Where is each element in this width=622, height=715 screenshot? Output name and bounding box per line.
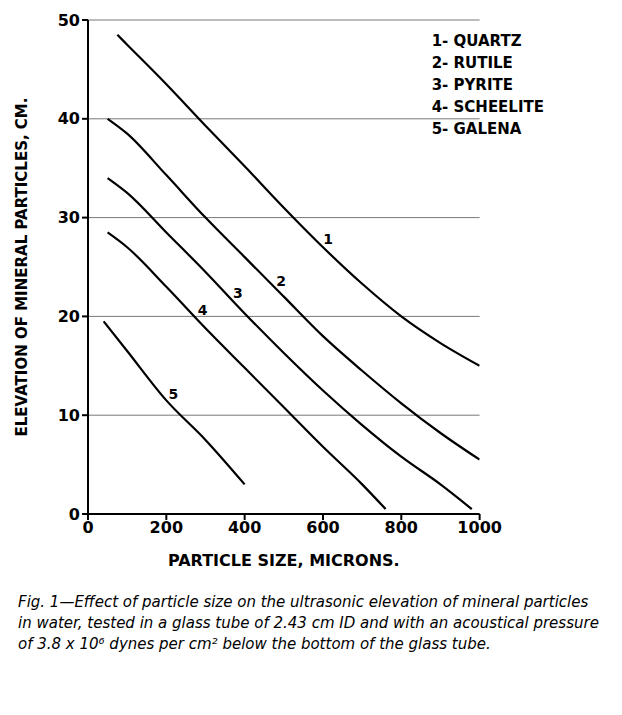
svg-text:ELEVATION OF MINERAL PARTICLES: ELEVATION OF MINERAL PARTICLES, CM. <box>13 98 31 437</box>
svg-text:5: 5 <box>168 386 178 402</box>
html-text:4- SCHEELITE: 4- SCHEELITE <box>431 98 544 116</box>
svg-text:50: 50 <box>58 11 80 30</box>
svg-text:40: 40 <box>58 109 80 128</box>
html-text:3- PYRITE: 3- PYRITE <box>431 76 513 94</box>
svg-text:2: 2 <box>276 273 286 289</box>
svg-text:800: 800 <box>385 518 418 537</box>
svg-text:4: 4 <box>198 302 208 318</box>
html-text:Fig. 1—Effect of particle size: Fig. 1—Effect of particle size on the ul… <box>18 593 599 653</box>
html-text:5- GALENA: 5- GALENA <box>431 120 522 138</box>
svg-text:20: 20 <box>58 307 80 326</box>
svg-text:0: 0 <box>69 505 80 524</box>
svg-text:10: 10 <box>58 406 80 425</box>
svg-text:400: 400 <box>228 518 261 537</box>
svg-text:1000: 1000 <box>457 518 502 537</box>
svg-text:200: 200 <box>150 518 183 537</box>
svg-text:1: 1 <box>323 231 333 247</box>
svg-text:600: 600 <box>306 518 339 537</box>
svg-text:30: 30 <box>58 208 80 227</box>
svg-text:3: 3 <box>233 285 243 301</box>
svg-text:PARTICLE SIZE, MICRONS.: PARTICLE SIZE, MICRONS. <box>168 551 400 570</box>
svg-text:0: 0 <box>82 518 93 537</box>
html-text:1- QUARTZ: 1- QUARTZ <box>431 32 522 50</box>
html-text:2- RUTILE: 2- RUTILE <box>431 54 513 72</box>
